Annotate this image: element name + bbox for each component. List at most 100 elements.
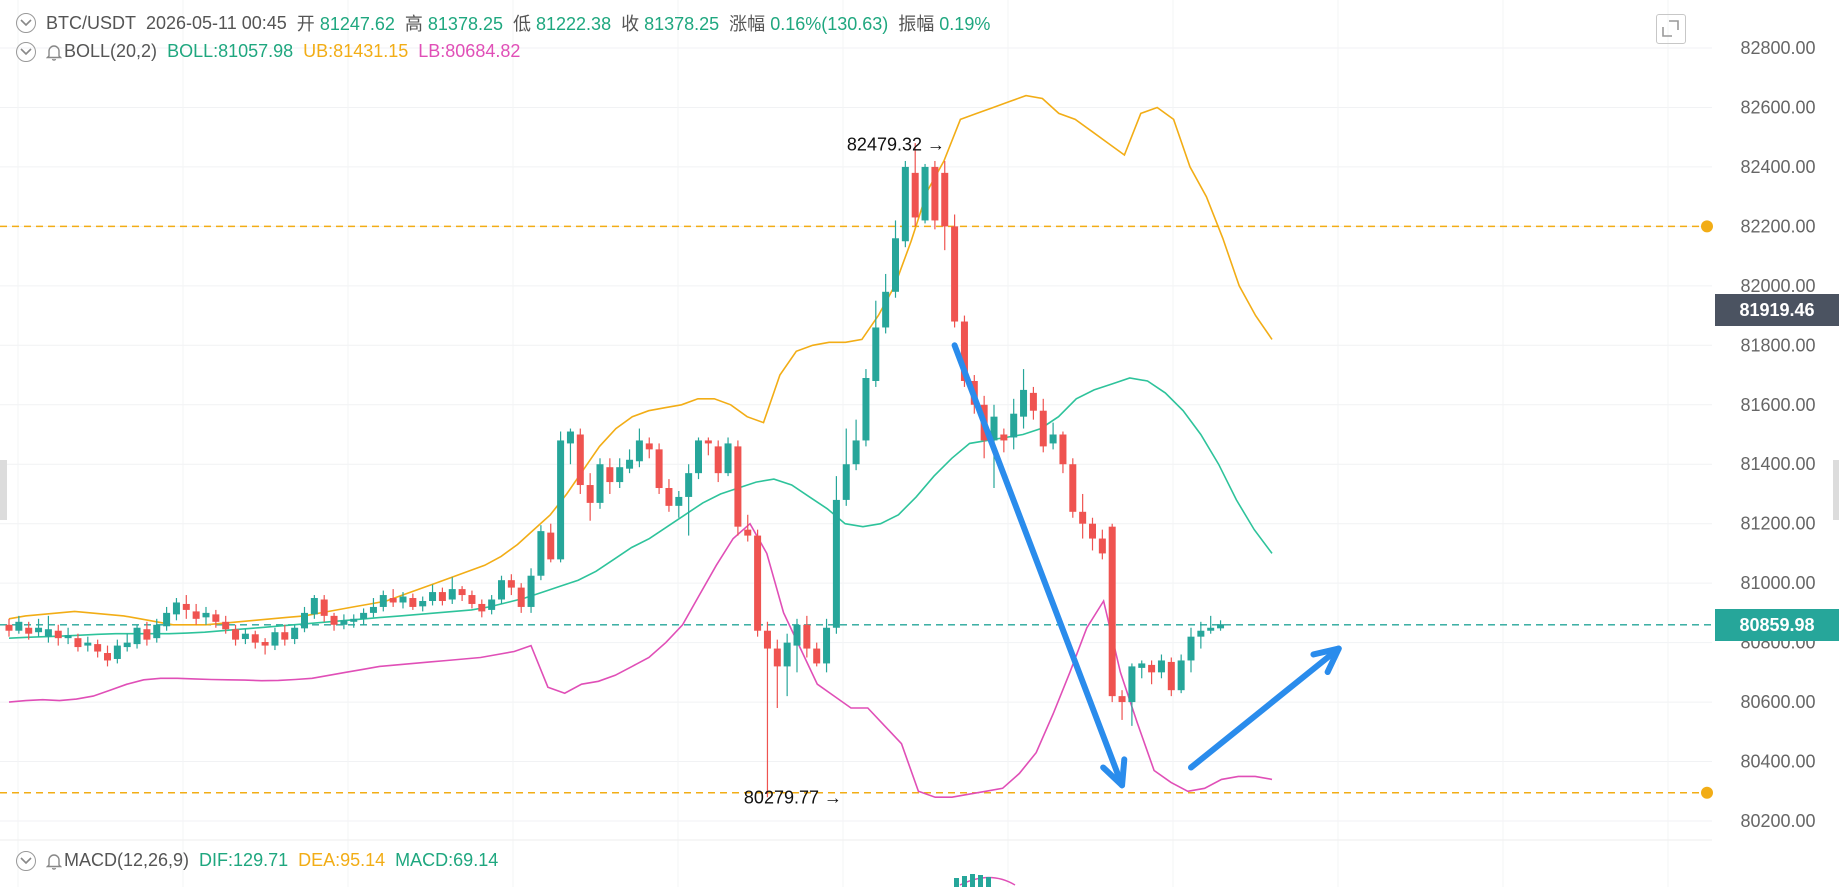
candle[interactable] xyxy=(143,621,151,646)
candle[interactable] xyxy=(104,645,111,667)
candle[interactable] xyxy=(488,595,496,615)
candle[interactable] xyxy=(360,608,368,625)
candle[interactable] xyxy=(695,437,702,480)
candle[interactable] xyxy=(419,596,427,612)
candle[interactable] xyxy=(645,437,653,459)
candle[interactable] xyxy=(1020,369,1028,429)
candle[interactable] xyxy=(635,428,643,468)
candle[interactable] xyxy=(192,603,200,625)
candle[interactable] xyxy=(74,633,82,652)
candle[interactable] xyxy=(1207,615,1215,634)
candle[interactable] xyxy=(626,449,634,474)
candle[interactable] xyxy=(862,369,870,447)
candle[interactable] xyxy=(310,595,318,619)
candle[interactable] xyxy=(379,590,387,612)
price-axis[interactable]: 82800.00 82600.00 82400.00 82200.00 82000.00… xyxy=(1740,38,1815,831)
candle[interactable] xyxy=(744,514,752,542)
candle[interactable] xyxy=(251,630,259,649)
candle[interactable] xyxy=(241,629,249,645)
candle[interactable] xyxy=(5,618,13,637)
candle[interactable] xyxy=(281,624,289,646)
candle[interactable] xyxy=(1217,620,1225,631)
candle[interactable] xyxy=(478,599,486,618)
candle[interactable] xyxy=(931,160,939,230)
candle[interactable] xyxy=(832,476,840,634)
up-arrow-shaft[interactable] xyxy=(1188,645,1342,771)
candle[interactable] xyxy=(872,300,880,387)
collapse-chevron-icon[interactable] xyxy=(16,41,36,62)
candle[interactable] xyxy=(261,638,269,655)
drawn-arrows[interactable] xyxy=(951,342,1342,789)
candle[interactable] xyxy=(123,633,131,652)
candle[interactable] xyxy=(882,273,890,334)
down-arrow-head[interactable] xyxy=(1100,756,1128,789)
down-arrow-shaft[interactable] xyxy=(951,342,1126,789)
candle[interactable] xyxy=(1167,657,1175,697)
candle[interactable] xyxy=(586,473,594,521)
candle[interactable] xyxy=(44,615,52,643)
candle[interactable] xyxy=(54,624,62,646)
candle[interactable] xyxy=(754,529,762,637)
candle[interactable] xyxy=(64,627,72,645)
candle[interactable] xyxy=(714,440,722,483)
candle[interactable] xyxy=(1197,621,1205,649)
candle[interactable] xyxy=(813,642,821,667)
fullscreen-icon[interactable] xyxy=(1656,14,1686,44)
up-arrow-head[interactable] xyxy=(1310,645,1342,676)
candle[interactable] xyxy=(330,612,338,631)
candle[interactable] xyxy=(557,431,565,563)
candle[interactable] xyxy=(232,624,240,646)
candle[interactable] xyxy=(1128,663,1136,726)
candle[interactable] xyxy=(1000,428,1008,453)
right-scroll-handle[interactable] xyxy=(1833,460,1839,520)
candle[interactable] xyxy=(182,595,190,619)
candle[interactable] xyxy=(655,443,663,494)
candle[interactable] xyxy=(547,523,555,563)
left-scroll-handle[interactable] xyxy=(0,460,7,520)
candle[interactable] xyxy=(1148,660,1156,685)
candle[interactable] xyxy=(438,587,446,606)
candle[interactable] xyxy=(409,593,417,610)
candle[interactable] xyxy=(734,440,742,536)
candle[interactable] xyxy=(468,590,476,609)
candle[interactable] xyxy=(94,639,102,658)
candle[interactable] xyxy=(576,428,584,494)
candle[interactable] xyxy=(369,598,377,618)
candle[interactable] xyxy=(783,633,791,697)
candle[interactable] xyxy=(448,577,456,604)
alert-bell-icon[interactable] xyxy=(1701,786,1713,799)
candle[interactable] xyxy=(1059,431,1067,474)
candle[interactable] xyxy=(172,598,180,621)
candle[interactable] xyxy=(892,220,899,298)
candle[interactable] xyxy=(350,614,358,628)
candles[interactable] xyxy=(5,143,1225,798)
candle[interactable] xyxy=(566,428,574,465)
candle[interactable] xyxy=(15,615,23,634)
candle[interactable] xyxy=(793,618,801,673)
candle[interactable] xyxy=(616,458,624,489)
bell-icon[interactable] xyxy=(46,43,62,61)
candle[interactable] xyxy=(596,458,604,509)
candle[interactable] xyxy=(852,419,860,471)
candle[interactable] xyxy=(429,584,437,606)
candle[interactable] xyxy=(35,618,43,637)
candle[interactable] xyxy=(803,615,811,658)
candle[interactable] xyxy=(1177,654,1185,694)
candle[interactable] xyxy=(222,615,230,634)
candle[interactable] xyxy=(823,618,831,673)
candle[interactable] xyxy=(1187,627,1195,673)
candle[interactable] xyxy=(25,621,33,640)
collapse-chevron-icon[interactable] xyxy=(16,13,36,33)
candle[interactable] xyxy=(1108,523,1116,703)
candle[interactable] xyxy=(498,575,505,604)
candle[interactable] xyxy=(271,627,279,651)
candle[interactable] xyxy=(389,589,397,607)
candle[interactable] xyxy=(951,214,959,328)
candle[interactable] xyxy=(1010,398,1018,450)
candle[interactable] xyxy=(291,624,299,645)
candle[interactable] xyxy=(1069,458,1077,518)
candle[interactable] xyxy=(113,639,121,664)
candle[interactable] xyxy=(606,458,614,494)
bell-icon[interactable] xyxy=(46,852,62,870)
candle[interactable] xyxy=(537,525,545,581)
